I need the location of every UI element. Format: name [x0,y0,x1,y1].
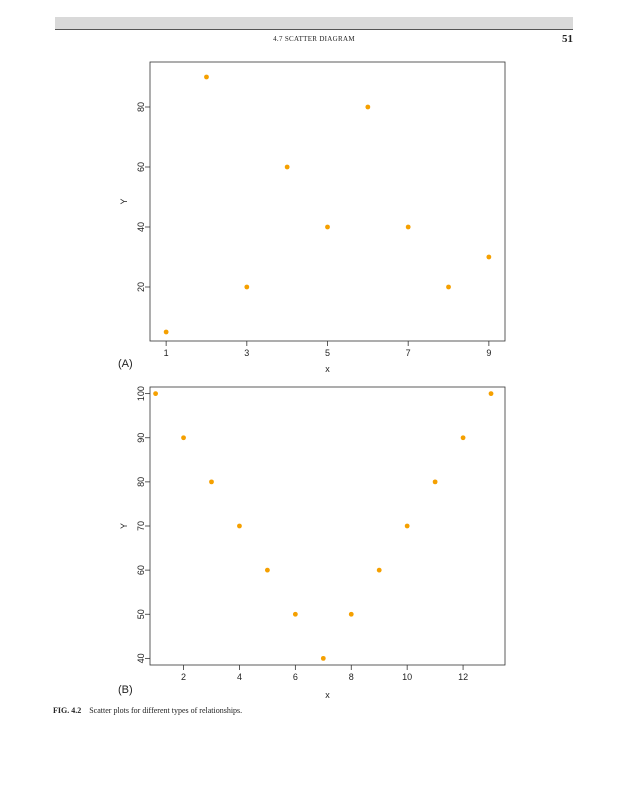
panel-b-data-point [432,479,438,485]
panel-b-y-tick-label: 100 [136,386,146,401]
panel-b-x-tick-label: 2 [181,672,186,682]
panel-b-x-tick-label: 6 [293,672,298,682]
panel-a-y-tick-label: 40 [136,222,146,232]
panel-a-plot-frame [149,61,506,342]
panel-b-y-tick-label: 80 [136,477,146,487]
panel-b-data-point [376,567,382,573]
panel-a-y-axis-label: Y [119,198,129,204]
panel-b-plot-frame [149,386,506,666]
panel-b-data-point [488,391,494,397]
panel-b-y-tick-label: 70 [136,521,146,531]
panel-a-x-tick-label: 9 [486,348,491,358]
panel-b-group: 2 4 6 8 10 12 40 50 60 70 80 90 100 x Y (B) [118,386,506,700]
panel-b-y-tick-label: 60 [136,565,146,575]
panel-b-data-point [209,479,214,485]
panel-b-y-tick-label: 40 [136,653,146,663]
panel-a-x-tick-label: 5 [325,348,330,358]
panel-a-x-tick-label: 3 [244,348,249,358]
panel-b-data-point [237,523,242,529]
panel-b-x-tick-label: 10 [402,672,412,682]
panel-b-y-tick-label: 90 [136,433,146,443]
figure-caption-text: Scatter plots for different types of rel… [89,706,243,715]
header-rule [55,29,573,30]
panel-a-data-point [204,74,209,80]
panel-b-data-point [320,655,326,661]
running-head: 4.7 SCATTER DIAGRAM [273,35,355,43]
panel-a-x-tick-label: 1 [164,348,169,358]
panel-a-y-tick-label: 60 [136,162,146,172]
panel-a-data-point [405,224,411,230]
panel-a-data-point [325,224,330,230]
figure-label: FIG. 4.2 [53,706,82,715]
panel-a-x-tick-label: 7 [406,348,411,358]
panel-b-data-point [265,567,270,573]
page-number: 51 [562,33,573,45]
panel-b-x-tick-label: 12 [458,672,468,682]
panel-a-y-tick-label: 80 [136,102,146,112]
panel-b-data-point [460,435,466,441]
panel-b-x-tick-label: 8 [349,672,354,682]
panel-b-data-point [153,391,158,397]
panel-a-data-point [163,329,169,335]
figure-caption: FIG. 4.2 Scatter plots for different typ… [53,706,242,715]
panel-b-x-axis-label: x [325,690,330,700]
panel-a-group: 1 3 5 7 9 20 40 60 80 x Y (A) [118,61,506,374]
panel-a-data-point [244,284,250,290]
header-band [55,17,573,29]
panel-a-panel-label: (A) [118,358,133,370]
panel-a-data-point [365,104,371,110]
panel-b-y-tick-label: 50 [136,609,146,619]
panel-a-x-axis-label: x [325,364,330,374]
panel-a-y-tick-label: 20 [136,282,146,292]
panel-b-data-point [292,611,298,617]
panel-b-data-point [404,523,410,529]
panel-b-data-point [181,435,186,441]
panel-a-data-point [446,284,451,290]
panel-a-data-point [284,164,290,170]
panel-b-panel-label: (B) [118,684,133,696]
panel-b-y-axis-label: Y [119,523,129,529]
panel-b-x-tick-label: 4 [237,672,242,682]
panel-a-data-point [486,254,492,260]
panel-b-data-point [348,611,354,617]
